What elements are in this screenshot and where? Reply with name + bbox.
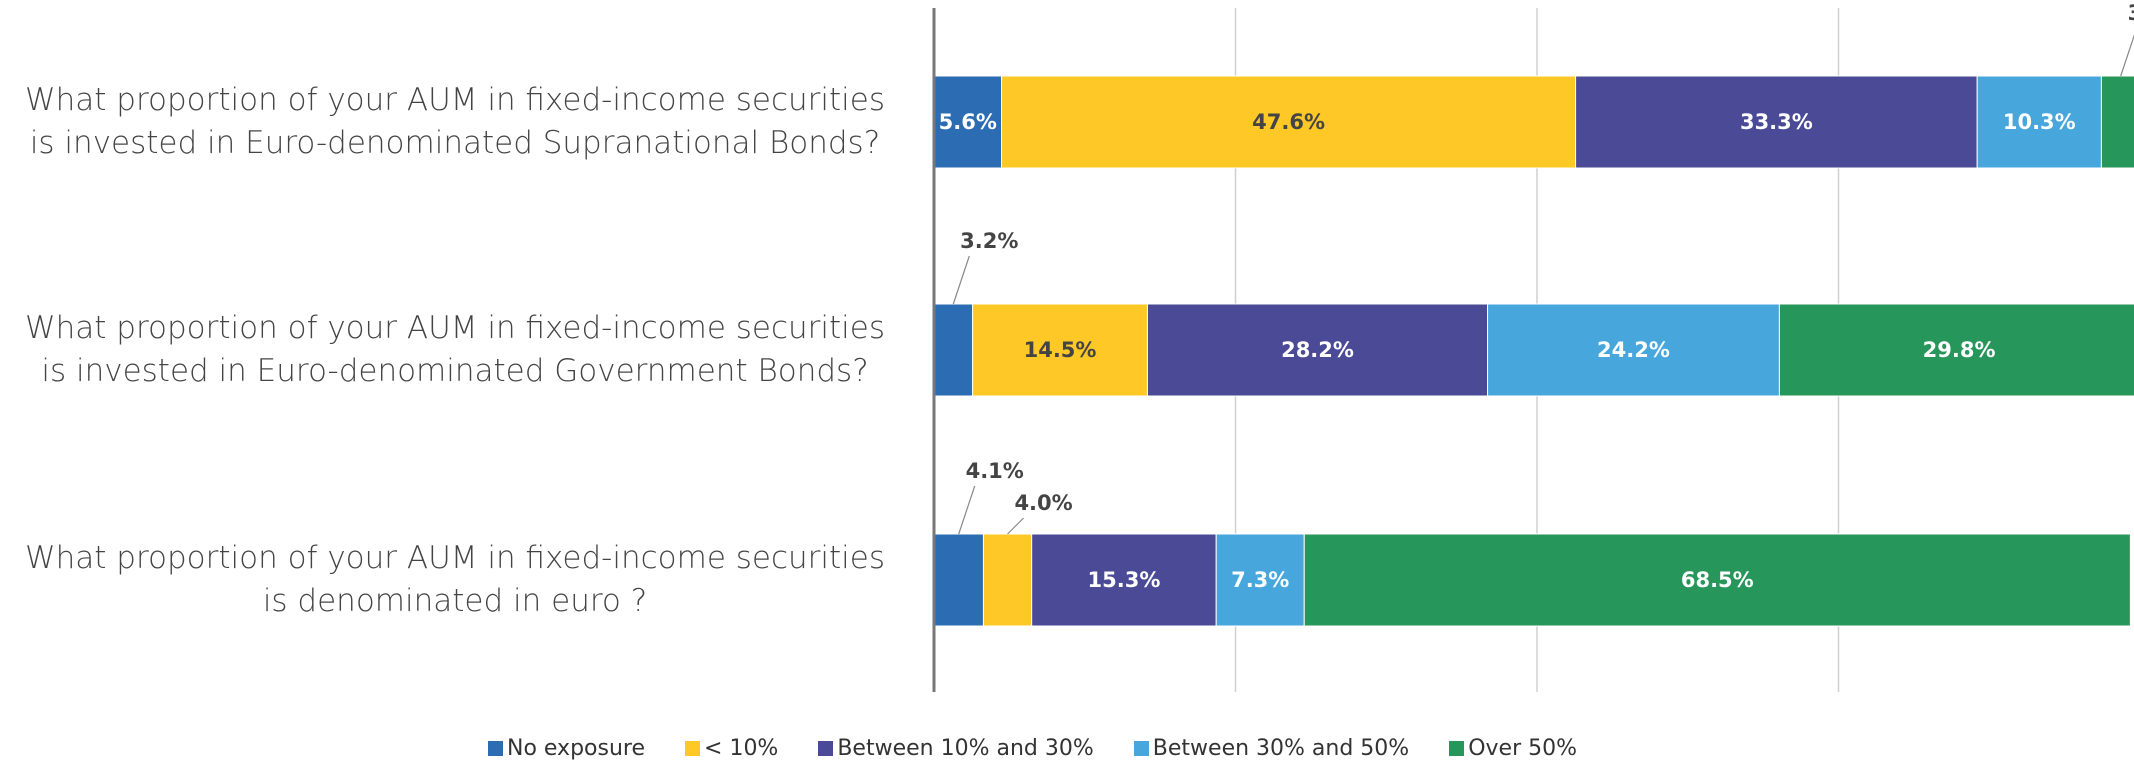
data-label: 68.5%: [1681, 568, 1754, 592]
bar-segment: [1575, 75, 1978, 169]
bar-segment: [1146, 303, 1489, 397]
bar-segment: [933, 75, 1003, 169]
bar-segment: [2100, 75, 2134, 169]
bar-segment: [1001, 75, 1577, 169]
leader-line: [2120, 34, 2134, 77]
data-label: 28.2%: [1281, 338, 1354, 362]
data-label: 33.3%: [1740, 110, 1813, 134]
legend-text: No exposure: [507, 736, 646, 761]
bar-segment: [1976, 75, 2102, 169]
bar-segment: [1487, 303, 1780, 397]
category-label: What proportion of your AUM in fixed-inc…: [24, 310, 886, 389]
bar-segment: [1303, 533, 2131, 627]
legend-item: Between 30% and 50%: [1133, 736, 1410, 761]
data-label: 24.2%: [1597, 338, 1670, 362]
data-label: 4.1%: [966, 459, 1024, 483]
data-label: 4.0%: [1014, 491, 1072, 515]
legend-item: Between 10% and 30%: [818, 736, 1094, 761]
data-label: 47.6%: [1252, 110, 1325, 134]
legend-item: No exposure: [488, 736, 645, 761]
leader-line: [958, 485, 976, 535]
category-label: What proportion of your AUM in fixed-inc…: [24, 82, 886, 161]
legend-swatch: [1449, 741, 1465, 756]
bar-segment: [933, 533, 984, 627]
legend-item: Over 50%: [1449, 736, 1577, 761]
legend-swatch: [488, 741, 503, 756]
data-label: 14.5%: [1024, 338, 1097, 362]
legend-text: Over 50%: [1468, 736, 1578, 761]
bar-segment: [982, 533, 1033, 627]
data-label: 15.3%: [1088, 568, 1161, 592]
bar-segment: [972, 303, 1148, 397]
legend-item: < 10%: [685, 736, 778, 761]
legend-swatch: [1133, 741, 1149, 756]
category-label: What proportion of your AUM in fixed-inc…: [24, 540, 886, 619]
legend-text: < 10%: [704, 736, 779, 761]
bar-segment: [1778, 303, 2134, 397]
data-label: 7.3%: [1231, 568, 1289, 592]
legend-text: Between 30% and 50%: [1152, 736, 1410, 761]
data-label: 3.2%: [960, 229, 1018, 253]
bar-segment: [933, 303, 974, 397]
legend-swatch: [818, 741, 834, 756]
data-label: 3.2%: [2128, 1, 2134, 25]
legend-swatch: [685, 741, 701, 756]
legend-text: Between 10% and 30%: [837, 736, 1094, 761]
data-label: 10.3%: [2003, 110, 2076, 134]
legend: No exposure < 10% Between 10% and 30% Betwe…: [488, 736, 1577, 761]
leader-line: [1007, 517, 1024, 535]
data-label: 29.8%: [1923, 338, 1996, 362]
bar-segment: [1031, 533, 1217, 627]
leader-line: [952, 255, 970, 305]
data-label: 5.6%: [939, 110, 997, 134]
